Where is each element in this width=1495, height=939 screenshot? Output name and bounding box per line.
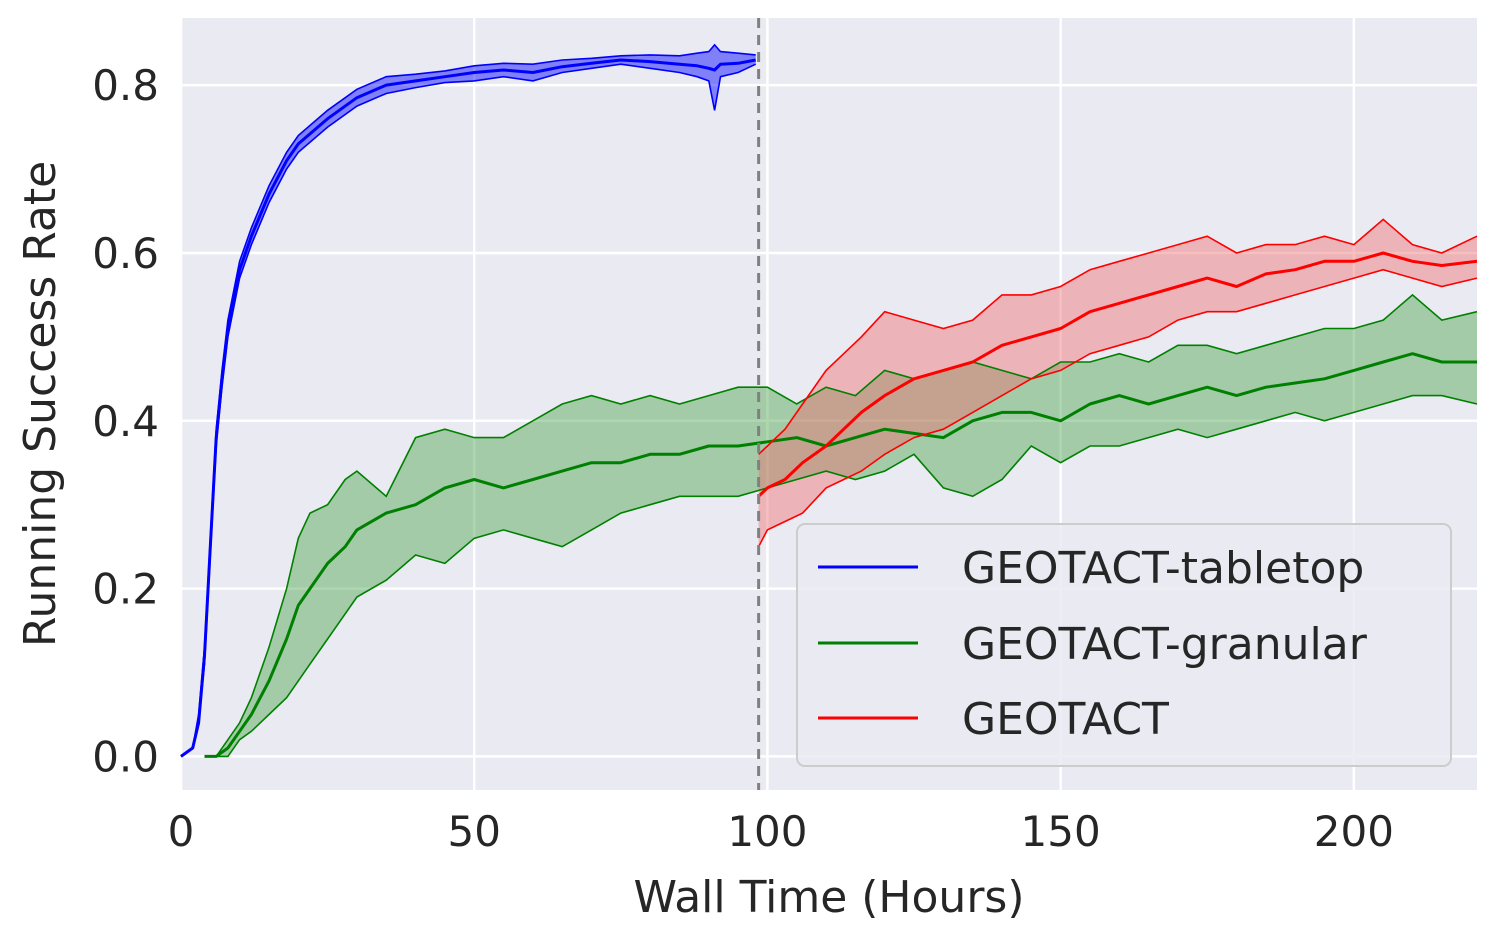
- x-tick-label: 200: [1314, 807, 1394, 856]
- y-tick-label: 0.6: [92, 229, 159, 278]
- x-axis-title: Wall Time (Hours): [634, 872, 1025, 923]
- x-tick-label: 0: [168, 807, 195, 856]
- legend-label-granular: GEOTACT-granular: [962, 619, 1368, 670]
- lower-line-granular: [204, 394, 1478, 758]
- legend-label-tabletop: GEOTACT-tabletop: [962, 543, 1364, 594]
- x-tick-label: 100: [727, 807, 807, 856]
- legend-box: [796, 523, 1452, 767]
- confidence-bands: [181, 44, 1477, 757]
- band-geotact: [758, 219, 1477, 547]
- y-tick-label: 0.8: [92, 61, 159, 110]
- series-line-geotact: [757, 251, 1478, 498]
- band-granular: [204, 294, 1477, 757]
- y-tick-label: 0.0: [92, 732, 159, 781]
- y-tick-label: 0.2: [92, 565, 159, 614]
- series-line-tabletop: [180, 58, 756, 758]
- legend: GEOTACT-tabletop GEOTACT-granular GEOTAC…: [796, 523, 1452, 767]
- y-axis-title: Running Success Rate: [15, 161, 66, 647]
- upper-line-geotact: [758, 218, 1478, 455]
- legend-label-geotact: GEOTACT: [962, 694, 1169, 745]
- y-tick-label: 0.4: [92, 397, 159, 446]
- series-lines: [180, 43, 1478, 758]
- lower-line-geotact: [757, 268, 1478, 548]
- series-line-granular: [204, 352, 1477, 758]
- upper-line-granular: [204, 293, 1478, 758]
- x-tick-label: 50: [447, 807, 500, 856]
- x-tick-label: 150: [1021, 807, 1101, 856]
- tick-labels: 0 50 100 150 200 0.0 0.2 0.4 0.6 0.8: [92, 61, 1394, 856]
